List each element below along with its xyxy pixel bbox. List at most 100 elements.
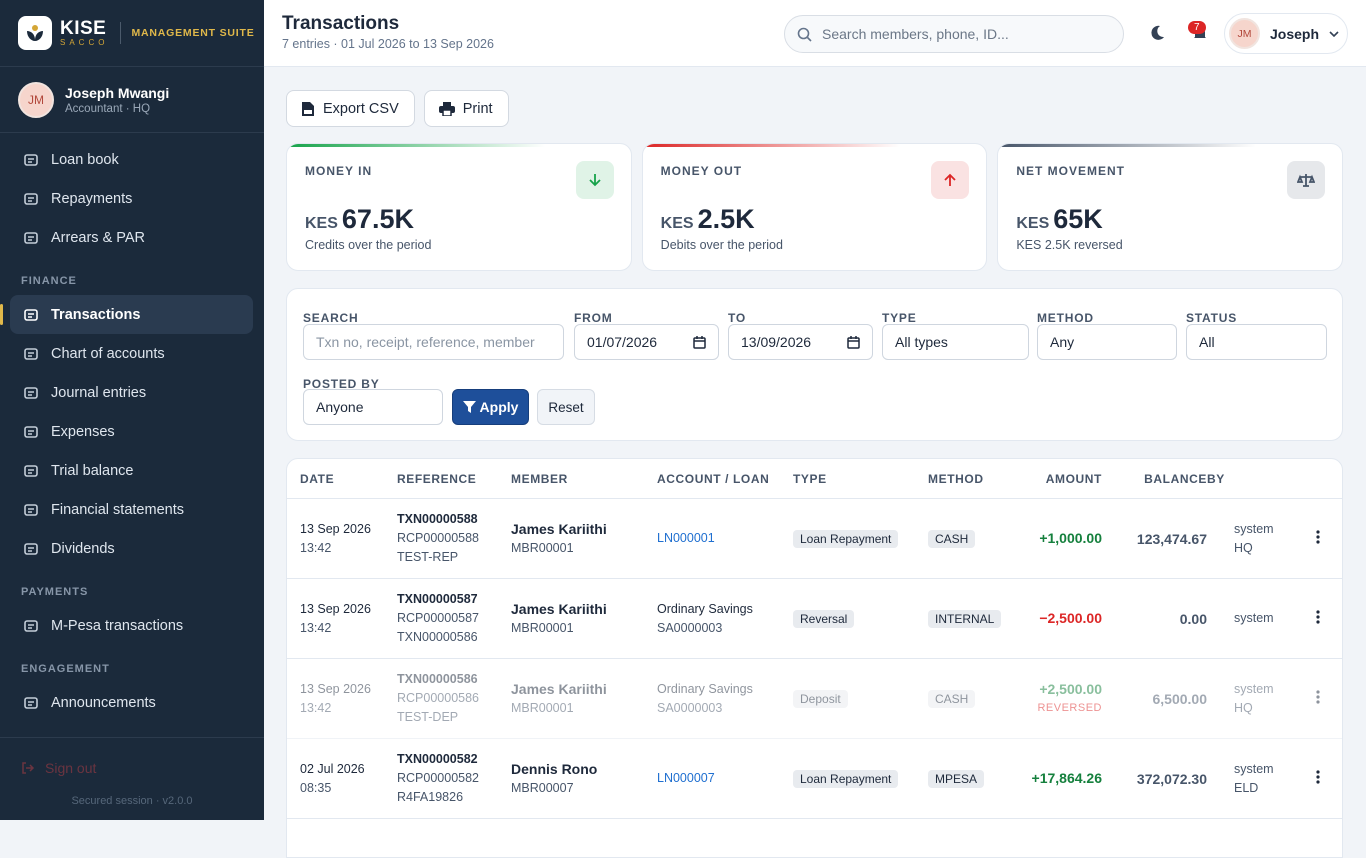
filter-value: 01/07/2026	[587, 334, 658, 350]
nav-item[interactable]: Repayments	[10, 179, 253, 218]
column-header: AMOUNT	[1045, 471, 1102, 486]
page-title: Transactions	[282, 13, 400, 34]
row-menu[interactable]	[1294, 530, 1342, 547]
row-menu[interactable]	[1294, 770, 1342, 787]
member-cell: James Kariithi MBR00001	[511, 600, 657, 638]
type-badge: Loan Repayment	[793, 769, 899, 788]
stat-label: MONEY OUT	[660, 164, 743, 178]
session-info: Secured session · v2.0.0	[71, 795, 193, 807]
page-subtitle: 7 entries · 01 Jul 2026 to 13 Sep 2026	[282, 37, 494, 51]
nav-label: Journal entries	[51, 384, 147, 401]
filter-panel: Apply Reset SEARCH Txn no, receipt, refer…	[286, 288, 1343, 441]
reference-cell: TXN00000582 RCP00000582 R4FA19826	[397, 750, 511, 807]
method-cell: INTERNAL	[928, 609, 1018, 628]
filter-input[interactable]: Any	[1037, 324, 1177, 360]
ref: TEST-DEP	[397, 710, 459, 724]
currency: KES	[1016, 215, 1050, 232]
nav-item[interactable]: Trial balance	[10, 451, 253, 490]
nav-item[interactable]: M-Pesa transactions	[10, 606, 253, 645]
time: 13:42	[300, 620, 332, 635]
type-cell: Loan Repayment	[793, 529, 928, 548]
method-cell: MPESA	[928, 769, 1018, 788]
account-cell: LN000001	[657, 529, 793, 548]
txn-no: TXN00000586	[397, 672, 478, 686]
nav-label: Announcements	[51, 694, 156, 711]
account-link[interactable]: LN000007	[657, 771, 715, 785]
receipt: RCP00000586	[397, 691, 480, 705]
nav-item[interactable]: Dividends	[10, 529, 253, 568]
stat-card: MONEY OUT KES 2.5K Debits over the period	[641, 143, 988, 271]
nav-item[interactable]: Announcements	[10, 683, 253, 722]
stat-value: KES 67.5K	[305, 204, 414, 235]
account-name: Ordinary Savings	[657, 681, 753, 696]
account-link[interactable]: LN000001	[657, 531, 715, 545]
nav-item[interactable]: Expenses	[10, 412, 253, 451]
balance: 6,500.00	[1152, 690, 1208, 707]
amount-cell: +2,500.00 REVERSED	[1018, 680, 1102, 718]
nav-item[interactable]: Loan book	[10, 140, 253, 179]
stat-icon	[1287, 161, 1326, 199]
theme-toggle[interactable]	[1148, 24, 1166, 42]
filter-input[interactable]: 13/09/2026	[728, 324, 873, 360]
brand-name: KISE	[60, 18, 107, 39]
brand-bar: KISE SACCO MANAGEMENT SUITE	[0, 0, 264, 67]
apply-button[interactable]: Apply	[452, 389, 529, 425]
branch: HQ	[1234, 700, 1253, 715]
row-menu[interactable]	[1294, 610, 1342, 627]
filter-input[interactable]: Anyone	[303, 389, 443, 425]
nav-item[interactable]: Journal entries	[10, 373, 253, 412]
stat-value: KES 65K	[1016, 204, 1102, 235]
user-menu[interactable]: JM Joseph	[1224, 13, 1348, 54]
by-cell: system	[1234, 609, 1294, 628]
user-name: Joseph Mwangi	[65, 84, 170, 101]
account-no: SA0000003	[657, 700, 723, 715]
search[interactable]: Search members, phone, ID...	[784, 15, 1124, 53]
branch: ELD	[1234, 780, 1259, 795]
status: REVERSED	[1037, 701, 1102, 714]
date-cell: 13 Sep 2026 13:42	[300, 600, 397, 638]
receipt: RCP00000587	[397, 611, 480, 625]
account-cell: LN000007	[657, 769, 793, 788]
filter-input[interactable]: Txn no, receipt, reference, member	[303, 324, 564, 360]
amount: 65K	[1053, 204, 1103, 234]
receipt: RCP00000588	[397, 531, 480, 545]
time: 08:35	[300, 780, 332, 795]
filter-input[interactable]: 01/07/2026	[574, 324, 719, 360]
filter-value: Anyone	[316, 399, 364, 415]
action-button[interactable]: Print	[423, 90, 509, 127]
type-cell: Deposit	[793, 689, 928, 708]
filter-value: Txn no, receipt, reference, member	[316, 334, 535, 350]
filter-label: POSTED BY	[303, 377, 380, 391]
posted-by: system	[1234, 681, 1274, 696]
user-role: Accountant · HQ	[65, 102, 151, 115]
nav-item[interactable]: Financial statements	[10, 490, 253, 529]
suite-label: MANAGEMENT SUITE	[131, 27, 255, 39]
date: 13 Sep 2026	[300, 601, 371, 616]
method-badge: MPESA	[928, 769, 985, 788]
by-cell: system ELD	[1234, 760, 1294, 798]
nav-item[interactable]: Transactions	[0, 295, 253, 334]
row-menu[interactable]	[1294, 690, 1342, 707]
nav-label: Financial statements	[51, 501, 184, 518]
filter-input[interactable]: All	[1186, 324, 1327, 360]
user-name: Joseph	[1270, 25, 1320, 42]
sign-out-label: Sign out	[45, 760, 97, 776]
nav-item[interactable]: Arrears & PAR	[10, 218, 253, 257]
filter-value: 13/09/2026	[741, 334, 812, 350]
filter-label: STATUS	[1186, 311, 1238, 325]
stat-card: MONEY IN KES 67.5K Credits over the period	[286, 143, 632, 271]
method-badge: CASH	[928, 529, 976, 548]
action-button[interactable]: Export CSV	[286, 90, 415, 127]
column-header: TYPE	[793, 471, 827, 486]
nav-section: PAYMENTS	[21, 586, 89, 598]
type-badge: Deposit	[793, 689, 848, 708]
nav-item[interactable]: Chart of accounts	[10, 334, 253, 373]
nav-label: Trial balance	[51, 462, 134, 479]
column-header: DATE	[300, 471, 335, 486]
method-badge: INTERNAL	[928, 609, 1002, 628]
filter-input[interactable]: All types	[882, 324, 1029, 360]
sign-out[interactable]: Sign out	[21, 760, 96, 776]
reset-button[interactable]: Reset	[537, 389, 595, 425]
filter-value: Any	[1050, 334, 1075, 350]
